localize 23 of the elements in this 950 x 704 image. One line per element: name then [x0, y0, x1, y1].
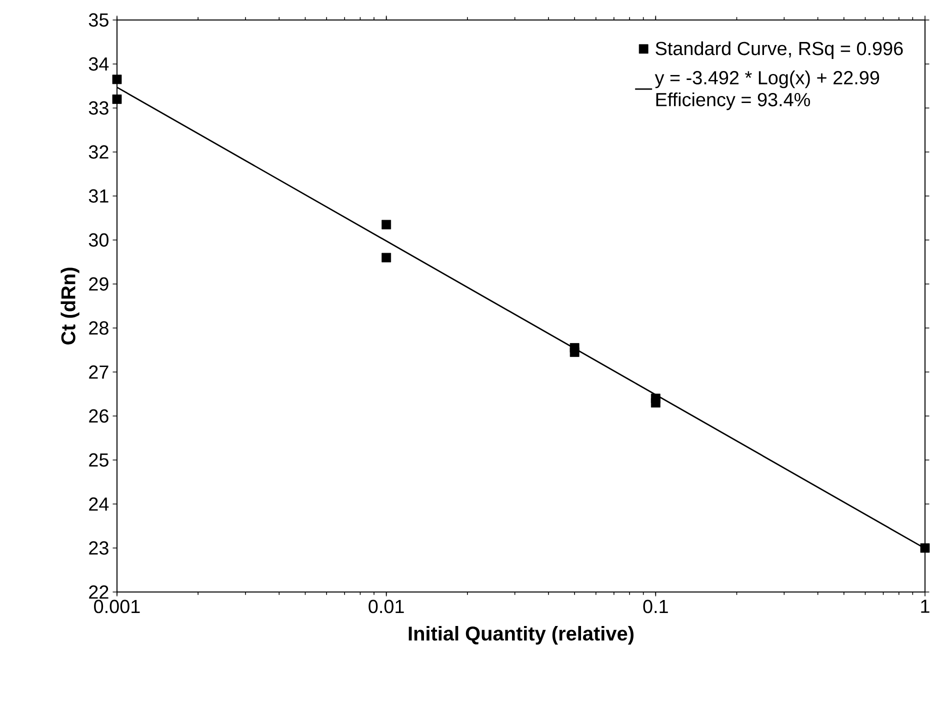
y-tick-label: 23 — [89, 541, 108, 555]
y-tick-label: 30 — [88, 233, 108, 247]
y-tick-label: 28 — [89, 321, 108, 335]
y-tick-label: 31 — [88, 189, 108, 203]
y-tick-label: 29 — [89, 277, 108, 291]
x-axis-title: Initial Quantity (relative) — [408, 626, 634, 645]
y-tick-label: 22 — [89, 585, 108, 599]
y-tick-label: 35 — [88, 13, 108, 27]
y-tick-label: 34 — [88, 57, 109, 71]
x-tick-label: 1 — [921, 600, 930, 613]
legend-label: Standard Curve, RSq = 0.996 — [656, 41, 903, 59]
x-tick-label: 0.01 — [368, 600, 404, 614]
y-tick-label: 25 — [89, 453, 108, 467]
x-tick-label: 0.1 — [643, 600, 668, 614]
y-axis-title: Ct (dRn) — [60, 268, 80, 344]
legend-label: y = -3.492 * Log(x) + 22.99 — [654, 70, 880, 88]
annotation: Efficiency = 93.4% — [656, 92, 810, 110]
y-tick-label: 26 — [89, 409, 108, 423]
y-tick-label: 32 — [88, 145, 108, 159]
y-tick-label: 24 — [89, 497, 109, 511]
x-tick-label: 0.001 — [94, 600, 140, 614]
y-tick-label: 27 — [89, 365, 108, 379]
y-tick-label: 33 — [88, 101, 108, 115]
